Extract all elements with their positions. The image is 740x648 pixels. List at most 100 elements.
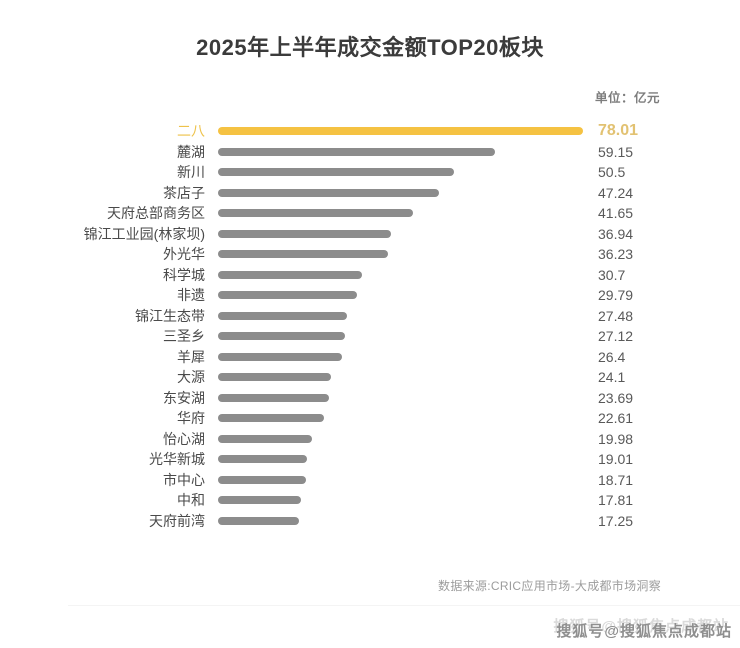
bar-row: 大源 24.1 xyxy=(0,367,740,388)
bar-track xyxy=(205,332,598,341)
bar-row: 麓湖 59.15 xyxy=(0,142,740,163)
value-label: 78.01 xyxy=(598,122,639,140)
bar-track xyxy=(205,455,598,464)
category-label: 天府前湾 xyxy=(149,512,205,529)
value-label: 17.25 xyxy=(598,512,634,529)
source-label: 数据来源:CRIC应用市场-大成都市场洞察 xyxy=(438,579,661,593)
bar-row: 怡心湖 19.98 xyxy=(0,429,740,450)
value-label: 26.4 xyxy=(598,348,626,365)
bar-track xyxy=(205,496,598,505)
bar-row: 天府前湾 17.25 xyxy=(0,511,740,532)
bar xyxy=(218,434,312,443)
category-label: 外光华 xyxy=(163,246,205,263)
value-label: 50.5 xyxy=(598,164,626,181)
value-label: 19.01 xyxy=(598,451,634,468)
bar-row: 新川 50.5 xyxy=(0,162,740,183)
bar-row: 三圣乡 27.12 xyxy=(0,326,740,347)
value-label: 47.24 xyxy=(598,184,634,201)
category-label: 非遗 xyxy=(177,287,205,304)
bar-track xyxy=(205,291,598,300)
category-label: 东安湖 xyxy=(163,389,205,406)
watermark-text: 搜狐号@搜狐焦点成都站 xyxy=(556,623,732,640)
bar xyxy=(218,414,324,423)
bar-row: 外光华 36.23 xyxy=(0,244,740,265)
watermark-ghost-text: 搜狐号@搜狐焦点成都站 xyxy=(553,618,729,635)
value-label: 41.65 xyxy=(598,205,634,222)
bar-track xyxy=(205,209,598,218)
bar xyxy=(218,147,495,156)
bar xyxy=(218,393,329,402)
bar-row: 光华新城 19.01 xyxy=(0,449,740,470)
bar-row: 东安湖 23.69 xyxy=(0,388,740,409)
bar xyxy=(218,496,302,505)
bar-track xyxy=(205,229,598,238)
category-label: 茶店子 xyxy=(163,184,205,201)
value-label: 24.1 xyxy=(598,369,626,386)
value-label: 27.12 xyxy=(598,328,634,345)
category-label: 天府总部商务区 xyxy=(107,205,205,222)
bar-row: 科学城 30.7 xyxy=(0,265,740,286)
bar xyxy=(218,516,299,525)
bar-track xyxy=(205,168,598,177)
bar-track xyxy=(205,311,598,320)
category-label: 科学城 xyxy=(163,266,205,283)
bar-track xyxy=(205,373,598,382)
value-label: 59.15 xyxy=(598,143,634,160)
bar-track xyxy=(205,147,598,156)
category-label: 麓湖 xyxy=(177,143,205,160)
bar xyxy=(218,455,307,464)
value-label: 30.7 xyxy=(598,266,626,283)
value-label: 27.48 xyxy=(598,307,634,324)
category-label: 怡心湖 xyxy=(163,430,205,447)
bar-row: 锦江工业园(林家坝) 36.94 xyxy=(0,224,740,245)
bar xyxy=(218,209,413,218)
bar-row: 市中心 18.71 xyxy=(0,470,740,491)
value-label: 19.98 xyxy=(598,430,634,447)
bar xyxy=(218,352,342,361)
category-label: 光华新城 xyxy=(149,451,205,468)
chart-title: 2025年上半年成交金额TOP20板块 xyxy=(196,35,544,60)
value-label: 17.81 xyxy=(598,492,634,509)
bar-row: 非遗 29.79 xyxy=(0,285,740,306)
category-label: 大源 xyxy=(177,369,205,386)
bar-row: 锦江生态带 27.48 xyxy=(0,306,740,327)
bar-row: 羊犀 26.4 xyxy=(0,347,740,368)
bar-track xyxy=(205,188,598,197)
value-label: 29.79 xyxy=(598,287,634,304)
bottom-divider xyxy=(68,605,740,606)
bar-track xyxy=(205,393,598,402)
value-label: 18.71 xyxy=(598,471,634,488)
value-label: 22.61 xyxy=(598,410,634,427)
category-label: 三圣乡 xyxy=(163,328,205,345)
bar-track xyxy=(205,434,598,443)
category-label: 中和 xyxy=(177,492,205,509)
bar-row: 华府 22.61 xyxy=(0,408,740,429)
bar-track xyxy=(205,516,598,525)
bar-track xyxy=(205,475,598,484)
bar xyxy=(218,311,347,320)
category-label: 华府 xyxy=(177,410,205,427)
category-label: 市中心 xyxy=(163,471,205,488)
bar xyxy=(218,229,391,238)
bar-row: 天府总部商务区 41.65 xyxy=(0,203,740,224)
bar xyxy=(218,188,439,197)
bar-rows: 二八 78.01 麓湖 59.15 新川 50.5 茶店子 47.24 天府总部商务区 41.65… xyxy=(0,121,740,531)
value-label: 23.69 xyxy=(598,389,634,406)
unit-label: 单位：亿元 xyxy=(594,91,660,105)
bar xyxy=(218,250,388,259)
category-label: 二八 xyxy=(177,123,205,140)
bar-row: 茶店子 47.24 xyxy=(0,183,740,204)
bar-track xyxy=(205,270,598,279)
bar-row: 二八 78.01 xyxy=(0,121,740,142)
category-label: 锦江生态带 xyxy=(135,307,205,324)
watermark: 搜狐号@搜狐焦点成都站 搜狐号@搜狐焦点成都站 xyxy=(553,618,732,641)
category-label: 新川 xyxy=(177,164,205,181)
bar xyxy=(218,270,362,279)
category-label: 羊犀 xyxy=(177,348,205,365)
bar xyxy=(218,168,455,177)
bar xyxy=(218,475,306,484)
bar xyxy=(218,373,331,382)
bar-track xyxy=(205,352,598,361)
value-label: 36.94 xyxy=(598,225,634,242)
bar-track xyxy=(205,127,598,136)
